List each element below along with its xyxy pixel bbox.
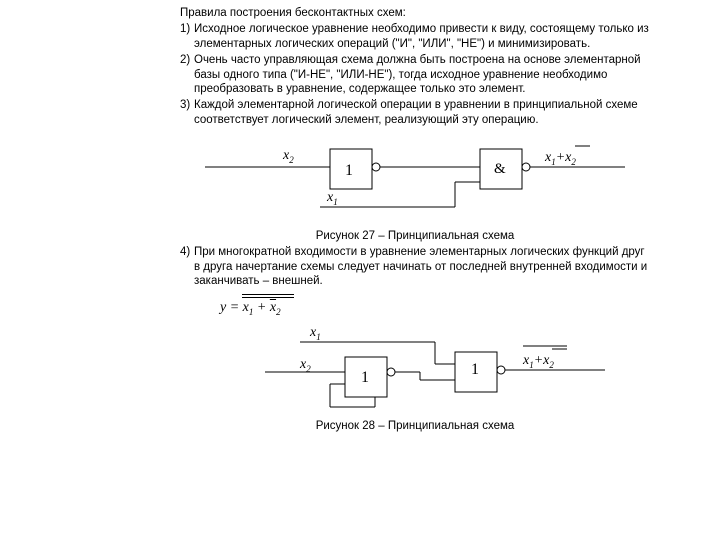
schematic-27: x2 1 & x1+x2 x1 bbox=[205, 137, 625, 227]
x2-label: x2 bbox=[282, 148, 294, 165]
figure-27: x2 1 & x1+x2 x1 Рисунок 27 – Принципиаль… bbox=[180, 137, 650, 243]
output-label: x1+x2 bbox=[522, 353, 554, 370]
output-label: x1+x2 bbox=[544, 150, 576, 167]
rule-1: 1) Исходное логическое уравнение необход… bbox=[180, 22, 650, 51]
not-bubble-icon bbox=[522, 163, 530, 171]
gate-or-label: 1 bbox=[345, 162, 353, 179]
gate-2-label: 1 bbox=[471, 361, 479, 378]
gate-and-label: & bbox=[494, 161, 506, 177]
not-bubble-icon bbox=[372, 163, 380, 171]
figure-28-caption: Рисунок 28 – Принципиальная схема bbox=[180, 419, 650, 433]
rule-text: Очень часто управляющая схема должна быт… bbox=[194, 53, 650, 96]
rule-num: 3) bbox=[180, 98, 194, 127]
figure-27-caption: Рисунок 27 – Принципиальная схема bbox=[180, 229, 650, 243]
rule-num: 2) bbox=[180, 53, 194, 96]
rule-text: Исходное логическое уравнение необходимо… bbox=[194, 22, 650, 51]
rule-4: 4) При многократной входимости в уравнен… bbox=[180, 245, 650, 288]
rule-num: 4) bbox=[180, 245, 194, 288]
x1-label: x1 bbox=[309, 325, 321, 342]
not-bubble-icon bbox=[387, 368, 395, 376]
rule-num: 1) bbox=[180, 22, 194, 51]
rule-text: При многократной входимости в уравнение … bbox=[194, 245, 650, 288]
document-page: Правила построения бесконтактных схем: 1… bbox=[0, 0, 720, 433]
x2-label: x2 bbox=[299, 357, 311, 374]
x1-label: x1 bbox=[326, 190, 338, 207]
rule-3: 3) Каждой элементарной логической операц… bbox=[180, 98, 650, 127]
rule-2: 2) Очень часто управляющая схема должна … bbox=[180, 53, 650, 96]
not-bubble-icon bbox=[497, 366, 505, 374]
rules-title: Правила построения бесконтактных схем: bbox=[180, 6, 650, 20]
gate-1-label: 1 bbox=[361, 369, 369, 386]
figure-28: y = x1 + x2 x1 x2 1 1 bbox=[180, 299, 650, 433]
schematic-28: x1 x2 1 1 x1+x2 bbox=[205, 322, 625, 417]
rule-text: Каждой элементарной логической операции … bbox=[194, 98, 650, 127]
equation: y = x1 + x2 bbox=[180, 299, 650, 318]
